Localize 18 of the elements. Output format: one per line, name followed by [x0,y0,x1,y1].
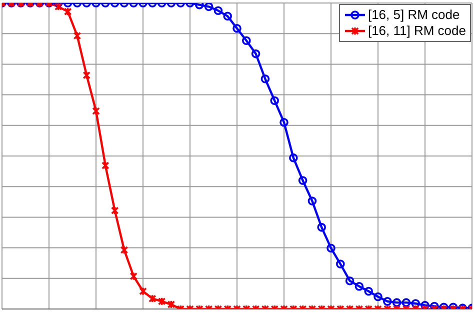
legend-label: [16, 11] RM code [368,23,466,39]
point [270,96,279,106]
point [260,74,270,84]
point [280,118,288,127]
point [195,3,204,10]
legend-label: [16, 5] RM code [368,7,460,23]
point [289,153,298,162]
point [326,244,336,253]
point [92,106,100,116]
point [298,176,308,185]
point [110,206,119,215]
point [82,70,90,80]
point [336,260,345,268]
point [420,300,430,309]
point [317,222,326,232]
point [102,161,110,170]
point [308,196,317,206]
point [120,246,128,254]
